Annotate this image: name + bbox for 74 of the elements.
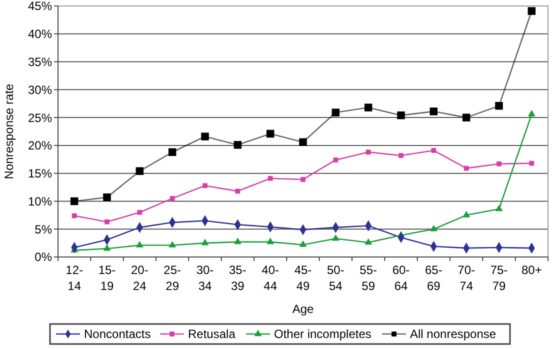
legend-label: Retusala xyxy=(188,327,236,342)
y-tick-label: 25% xyxy=(28,110,52,125)
x-tick-label: 55-59 xyxy=(360,263,378,293)
y-tick-label: 15% xyxy=(28,166,52,181)
point xyxy=(201,132,209,140)
y-axis-title: Nonresponse rate xyxy=(2,83,16,180)
point xyxy=(364,238,372,245)
x-tick-label: 70-74 xyxy=(458,263,476,293)
point xyxy=(332,108,340,116)
point xyxy=(430,108,438,116)
point xyxy=(137,210,142,215)
x-tick-label: 30-34 xyxy=(196,263,214,293)
x-tick-label: 65-69 xyxy=(424,263,442,293)
x-tick-label: 35-39 xyxy=(228,263,246,293)
x-tick-label: 80+ xyxy=(521,263,542,277)
point xyxy=(170,196,175,201)
y-tick-label: 30% xyxy=(28,82,52,97)
point xyxy=(431,148,436,153)
x-tick-label: 45-49 xyxy=(294,263,312,293)
point xyxy=(462,114,470,122)
point xyxy=(104,219,110,224)
point xyxy=(300,177,306,182)
point xyxy=(496,161,502,166)
x-tick-label: 75-79 xyxy=(490,263,508,293)
legend-label: Other incompletes xyxy=(274,327,372,342)
point xyxy=(366,150,371,155)
point xyxy=(398,153,404,158)
point xyxy=(70,197,78,206)
x-axis-title: Age xyxy=(292,302,314,316)
legend-label: All nonresponse xyxy=(410,327,496,342)
x-tick-label: 20-24 xyxy=(130,263,148,293)
point xyxy=(528,110,536,116)
point xyxy=(72,213,77,218)
point xyxy=(528,7,536,15)
point xyxy=(397,111,405,120)
y-tick-label: 5% xyxy=(34,222,52,236)
point xyxy=(266,238,274,244)
x-tick-label: 25-29 xyxy=(164,263,182,293)
point xyxy=(495,102,503,110)
x-tick-label: 60-64 xyxy=(392,263,410,293)
x-tick-label: 15-19 xyxy=(98,263,116,293)
y-tick-label: 45% xyxy=(28,0,52,14)
point xyxy=(299,240,307,247)
point xyxy=(201,238,209,246)
point xyxy=(464,166,469,171)
y-tick-label: 35% xyxy=(28,54,52,69)
point xyxy=(136,240,144,248)
x-tick-label: 50-54 xyxy=(326,263,344,293)
point xyxy=(136,167,144,175)
point xyxy=(103,193,111,202)
point xyxy=(168,240,176,248)
point xyxy=(495,204,503,212)
point xyxy=(364,104,372,112)
point xyxy=(202,183,208,188)
point xyxy=(268,176,273,181)
y-tick-label: 20% xyxy=(28,138,52,153)
point xyxy=(462,210,470,218)
y-tick-label: 10% xyxy=(28,194,52,208)
point xyxy=(529,160,534,166)
point xyxy=(332,234,340,241)
point xyxy=(430,224,438,232)
point xyxy=(234,141,242,149)
point xyxy=(266,130,274,138)
point xyxy=(103,244,111,251)
x-tick-label: 12-14 xyxy=(66,263,84,293)
y-tick-label: 40% xyxy=(28,27,52,42)
x-tick-label: 40-44 xyxy=(262,263,280,293)
point xyxy=(235,188,240,194)
point xyxy=(168,148,176,156)
legend-label: Noncontacts xyxy=(84,327,151,342)
point xyxy=(299,138,307,146)
point xyxy=(234,238,242,244)
y-tick-label: 0% xyxy=(34,250,52,264)
point xyxy=(333,158,338,162)
